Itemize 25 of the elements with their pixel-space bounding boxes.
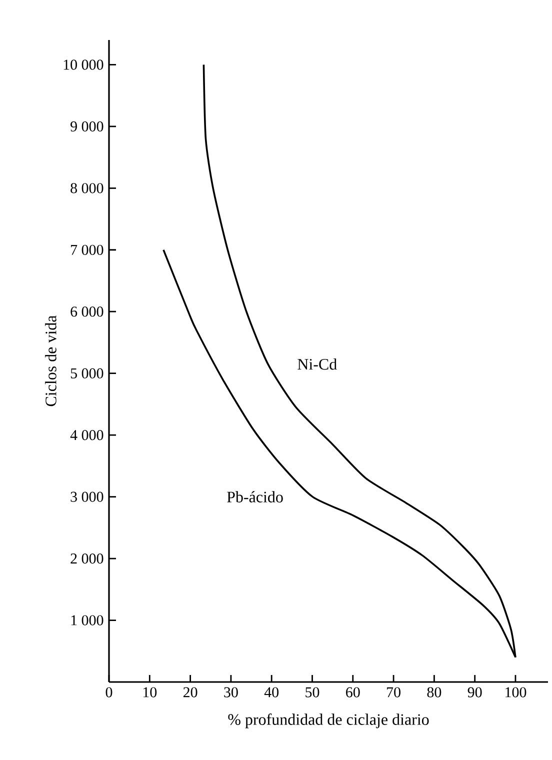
x-tick-label: 50 (306, 687, 320, 698)
x-tick-label: 10 (143, 687, 157, 698)
x-tick-label: 0 (106, 687, 112, 698)
x-tick-label: 100 (506, 687, 526, 698)
y-tick-label: 8 000 (70, 183, 104, 194)
x-tick-label: 80 (427, 687, 442, 698)
y-tick-label: 9 000 (70, 121, 104, 132)
x-axis-title: % profundidad de ciclaje diario (228, 714, 429, 728)
x-tick-label: 40 (264, 687, 279, 698)
series-label: Pb-ácido (227, 491, 283, 502)
y-tick-label: 5 000 (70, 368, 104, 378)
x-tick-label: 70 (387, 687, 400, 698)
x-tick-label: 20 (183, 687, 198, 698)
y-tick-label: 2 000 (70, 553, 104, 564)
x-tick-label: 30 (224, 687, 238, 698)
x-tick-label: 90 (468, 687, 482, 698)
y-tick-label: 1 000 (71, 615, 104, 626)
y-tick-label: 4 000 (70, 430, 104, 440)
y-tick-label: 7 000 (71, 244, 104, 255)
y-tick-label: 10 000 (64, 60, 104, 70)
y-axis-title: Ciclos de vida (45, 315, 56, 406)
series-label: Ni-Cd (298, 358, 337, 370)
y-tick-label: 3 000 (70, 492, 104, 502)
x-tick-label: 60 (346, 687, 360, 698)
y-tick-label: 6 000 (70, 306, 104, 317)
